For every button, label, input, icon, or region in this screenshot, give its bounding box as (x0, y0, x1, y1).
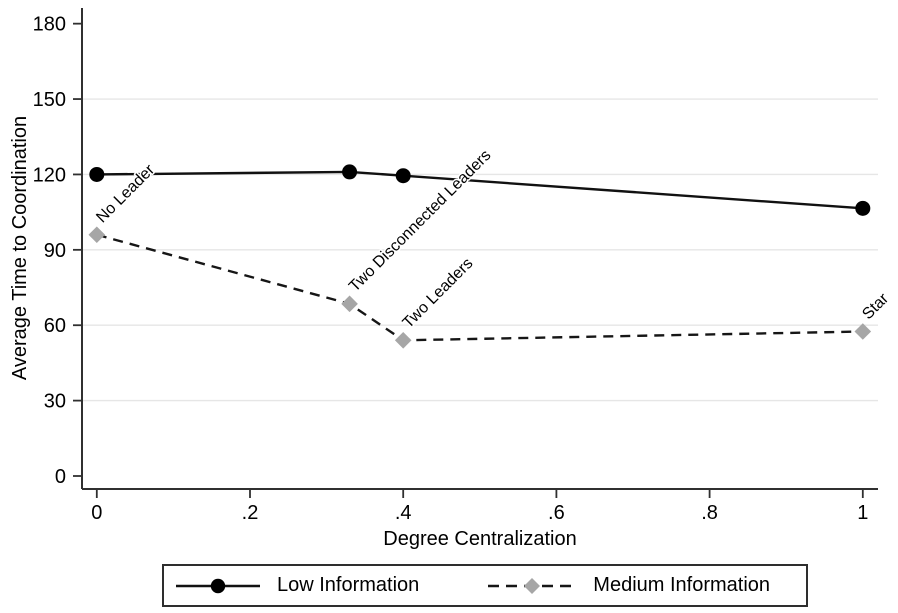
y-tick-label: 120 (33, 164, 66, 186)
dashed-line-diamond-marker-icon (488, 577, 577, 594)
y-tick-label: 30 (44, 391, 66, 413)
legend-entry-low-information: Low Information (174, 574, 419, 597)
y-tick-label: 90 (44, 240, 66, 262)
x-tick-label: .2 (242, 502, 259, 524)
series-line-solid (96, 170, 863, 210)
annotation-group: Two Leaders (398, 254, 478, 334)
legend-label-medium-information: Medium Information (593, 574, 771, 596)
gridlines (82, 98, 878, 402)
data-point-diamond (341, 295, 358, 313)
axes: 0 30 60 90 120 150 180 0 .2 .4 .6 .8 1 (33, 8, 878, 524)
annotation-group: Star (858, 288, 894, 324)
y-axis-title: Average Time to Coordination (9, 116, 31, 380)
data-point-circle (395, 168, 411, 184)
y-tick-label: 60 (44, 315, 66, 337)
annotation-label: Two Leaders (400, 255, 477, 332)
chart-legend: Low Information Medium Information (162, 564, 808, 607)
legend-label-low-information: Low Information (277, 574, 420, 596)
data-series (88, 164, 872, 349)
x-tick-label: .4 (395, 502, 412, 524)
annotation-label: Star (859, 290, 892, 323)
data-point-diamond (88, 226, 106, 244)
data-point-circle (89, 166, 105, 182)
y-tick-label: 150 (33, 89, 66, 111)
y-tick-label: 0 (55, 466, 66, 488)
annotation-group: Two Disconnected Leaders (345, 145, 496, 296)
data-point-diamond (854, 323, 872, 340)
legend-entry-medium-information: Medium Information (486, 574, 770, 597)
x-tick-label: .8 (701, 502, 718, 524)
x-axis-title: Degree Centralization (383, 528, 576, 550)
data-point-circle (342, 164, 358, 180)
annotation-label: Two Disconnected Leaders (346, 147, 494, 295)
solid-line-circle-marker-icon (176, 578, 260, 593)
x-tick-label: 1 (857, 502, 868, 524)
data-point-diamond (394, 331, 412, 349)
data-point-circle (855, 200, 871, 216)
x-tick-label: 0 (91, 502, 102, 524)
series-line-dashed (96, 233, 863, 342)
x-tick-label: .6 (548, 502, 565, 524)
y-tick-label: 180 (33, 14, 66, 36)
